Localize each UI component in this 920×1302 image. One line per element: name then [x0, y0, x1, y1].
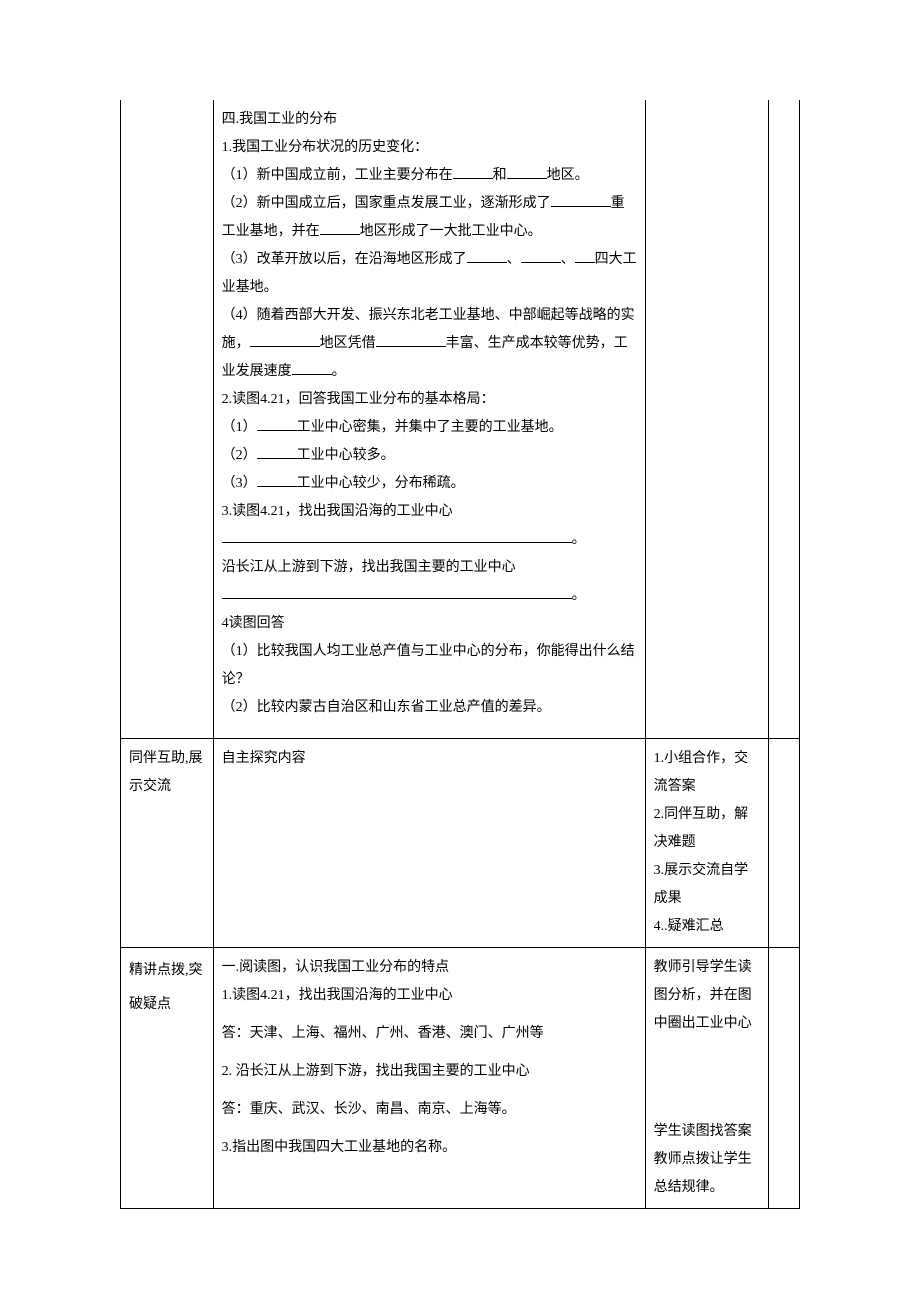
blank: [250, 333, 320, 347]
q3: 3.指出图中我国四大工业基地的名称。: [222, 1134, 637, 1162]
row3-col2: 一.阅读图，认识我国工业分布的特点 1.读图4.21，找出我国沿海的工业中心 答…: [213, 948, 645, 1209]
row2-col4: [769, 739, 800, 948]
text: （3）改革开放以后，在沿海地区形成了: [222, 252, 467, 267]
item3-title: 3.读图4.21，找出我国沿海的工业中心: [222, 498, 637, 526]
a1: 答：天津、上海、福州、广州、香港、澳门、广州等: [222, 1020, 637, 1048]
lesson-plan-table: 四.我国工业的分布 1.我国工业分布状况的历史变化： （1）新中国成立前，工业主…: [120, 100, 800, 1209]
text: 。: [572, 588, 586, 603]
item2-3: （3） 工业中心较少，分布稀疏。: [222, 470, 637, 498]
item3-blank2: 。: [222, 582, 637, 610]
text: 工业中心密集，并集中了主要的工业基地。: [297, 420, 563, 435]
row3-col3: 教师引导学生读图分析，并在图中圈出工业中心 学生读图找答案 教师点拨让学生总结规…: [645, 948, 768, 1209]
row2-col1: 同伴互助,展示交流: [121, 739, 214, 948]
item3-blank: 。: [222, 526, 637, 554]
item3-line2: 沿长江从上游到下游，找出我国主要的工业中心: [222, 554, 637, 582]
row3-col4: [769, 948, 800, 1209]
item4-2: （2）比较内蒙古自治区和山东省工业总产值的差异。: [222, 694, 637, 722]
text: （2）新中国成立后，国家重点发展工业，逐渐形成了: [222, 196, 551, 211]
item2-1: （1） 工业中心密集，并集中了主要的工业基地。: [222, 414, 637, 442]
item2-2: （2） 工业中心较多。: [222, 442, 637, 470]
row3-col1: 精讲点拨,突破疑点: [121, 948, 214, 1209]
row1-col4: [769, 100, 800, 739]
heading: 一.阅读图，认识我国工业分布的特点: [222, 954, 637, 982]
a2: 答：重庆、武汉、长沙、南昌、南京、上海等。: [222, 1096, 637, 1124]
blank: [320, 221, 360, 235]
text: 地区。: [547, 168, 589, 183]
text: 和: [493, 168, 507, 183]
text: 地区形成了一大批工业中心。: [360, 224, 542, 239]
item4-title: 4读图回答: [222, 610, 637, 638]
text: （1）新中国成立前，工业主要分布在: [222, 168, 453, 183]
blank: [257, 473, 297, 487]
blank: [376, 333, 446, 347]
text: （1）: [222, 420, 257, 435]
text: 地区凭借: [320, 336, 376, 351]
table-row: 四.我国工业的分布 1.我国工业分布状况的历史变化： （1）新中国成立前，工业主…: [121, 100, 800, 739]
q1: 1.读图4.21，找出我国沿海的工业中心: [222, 982, 637, 1010]
text: 3.展示交流自学成果: [654, 857, 760, 913]
text: 2.同伴互助，解决难题: [654, 801, 760, 857]
blank: [507, 165, 547, 179]
blank: [575, 249, 595, 263]
blank: [551, 193, 611, 207]
item1-title: 1.我国工业分布状况的历史变化：: [222, 134, 637, 162]
table-row: 同伴互助,展示交流 自主探究内容 1.小组合作，交流答案 2.同伴互助，解决难题…: [121, 739, 800, 948]
blank: [453, 165, 493, 179]
row1-col1: [121, 100, 214, 739]
text: 、: [561, 252, 575, 267]
blank: [292, 361, 332, 375]
blank: [257, 445, 297, 459]
blank-line: [222, 585, 572, 599]
row2-col2: 自主探究内容: [213, 739, 645, 948]
text: 4..疑难汇总: [654, 913, 760, 941]
blank: [521, 249, 561, 263]
table-row: 精讲点拨,突破疑点 一.阅读图，认识我国工业分布的特点 1.读图4.21，找出我…: [121, 948, 800, 1209]
text: 教师引导学生读图分析，并在图中圈出工业中心: [654, 954, 760, 1038]
blank: [467, 249, 507, 263]
text: 1.小组合作，交流答案: [654, 745, 760, 801]
item1-3: （3）改革开放以后，在沿海地区形成了、、四大工业基地。: [222, 246, 637, 302]
blank-line: [222, 529, 572, 543]
text: 学生读图找答案: [654, 1118, 760, 1146]
text: （2）: [222, 448, 257, 463]
blank: [257, 417, 297, 431]
item1-4: （4）随着西部大开发、振兴东北老工业基地、中部崛起等战略的实施，地区凭借丰富、生…: [222, 302, 637, 386]
item2-title: 2.读图4.21，回答我国工业分布的基本格局：: [222, 386, 637, 414]
text: 工业中心较少，分布稀疏。: [297, 476, 465, 491]
text: （3）: [222, 476, 257, 491]
text: 教师点拨让学生总结规律。: [654, 1146, 760, 1202]
item1-1: （1）新中国成立前，工业主要分布在 和 地区。: [222, 162, 637, 190]
text: 工业中心较多。: [297, 448, 395, 463]
row1-col3: [645, 100, 768, 739]
text: 。: [332, 364, 346, 379]
text: 、: [507, 252, 521, 267]
section-title: 四.我国工业的分布: [222, 106, 637, 134]
item1-2: （2）新中国成立后，国家重点发展工业，逐渐形成了重工业基地，并在地区形成了一大批…: [222, 190, 637, 246]
row1-col2: 四.我国工业的分布 1.我国工业分布状况的历史变化： （1）新中国成立前，工业主…: [213, 100, 645, 739]
row2-col3: 1.小组合作，交流答案 2.同伴互助，解决难题 3.展示交流自学成果 4..疑难…: [645, 739, 768, 948]
q2: 2. 沿长江从上游到下游，找出我国主要的工业中心: [222, 1058, 637, 1086]
item4-1: （1）比较我国人均工业总产值与工业中心的分布，你能得出什么结论？: [222, 638, 637, 694]
text: 。: [572, 532, 586, 547]
